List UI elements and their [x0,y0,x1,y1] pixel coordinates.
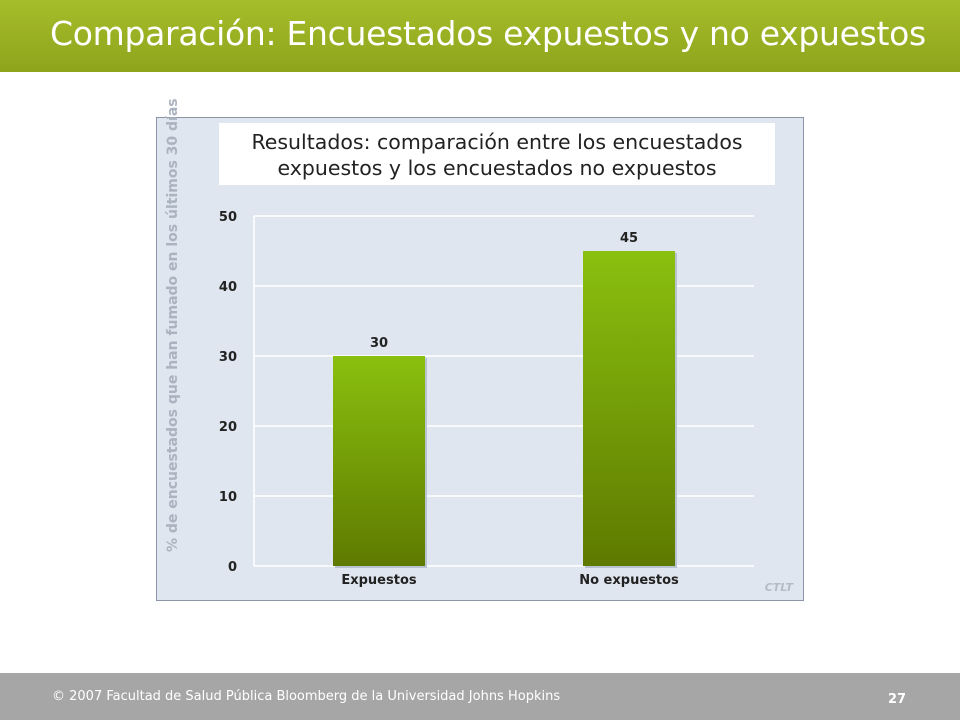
ctlt-watermark: CTLT [764,581,793,594]
y-tick-label: 20 [219,420,237,435]
bar [333,356,425,566]
bar-chart: 0 10 20 30 40 50 30 Expuestos 45 No expuestos [219,210,754,588]
y-tick-label: 10 [219,490,237,505]
chart-title-box: Resultados: comparación entre los encues… [219,123,775,185]
footer: © 2007 Facultad de Salud Pública Bloombe… [0,673,960,720]
x-tick-label: No expuestos [579,573,679,588]
page-number: 27 [888,692,907,707]
copyright-text: © 2007 Facultad de Salud Pública Bloombe… [52,689,561,704]
chart-title: Resultados: comparación entre los encues… [251,130,743,180]
data-label: 30 [370,336,388,351]
data-label: 45 [620,231,638,246]
y-tick-label: 30 [219,350,237,365]
bar [583,251,675,566]
y-tick-label: 40 [219,280,237,295]
y-tick-label: 0 [228,560,237,575]
y-tick-label: 50 [219,210,237,225]
slide-title: Comparación: Encuestados expuestos y no … [50,14,926,53]
title-bar: Comparación: Encuestados expuestos y no … [0,0,960,72]
chart-panel: Resultados: comparación entre los encues… [156,98,804,601]
x-tick-label: Expuestos [341,573,417,588]
